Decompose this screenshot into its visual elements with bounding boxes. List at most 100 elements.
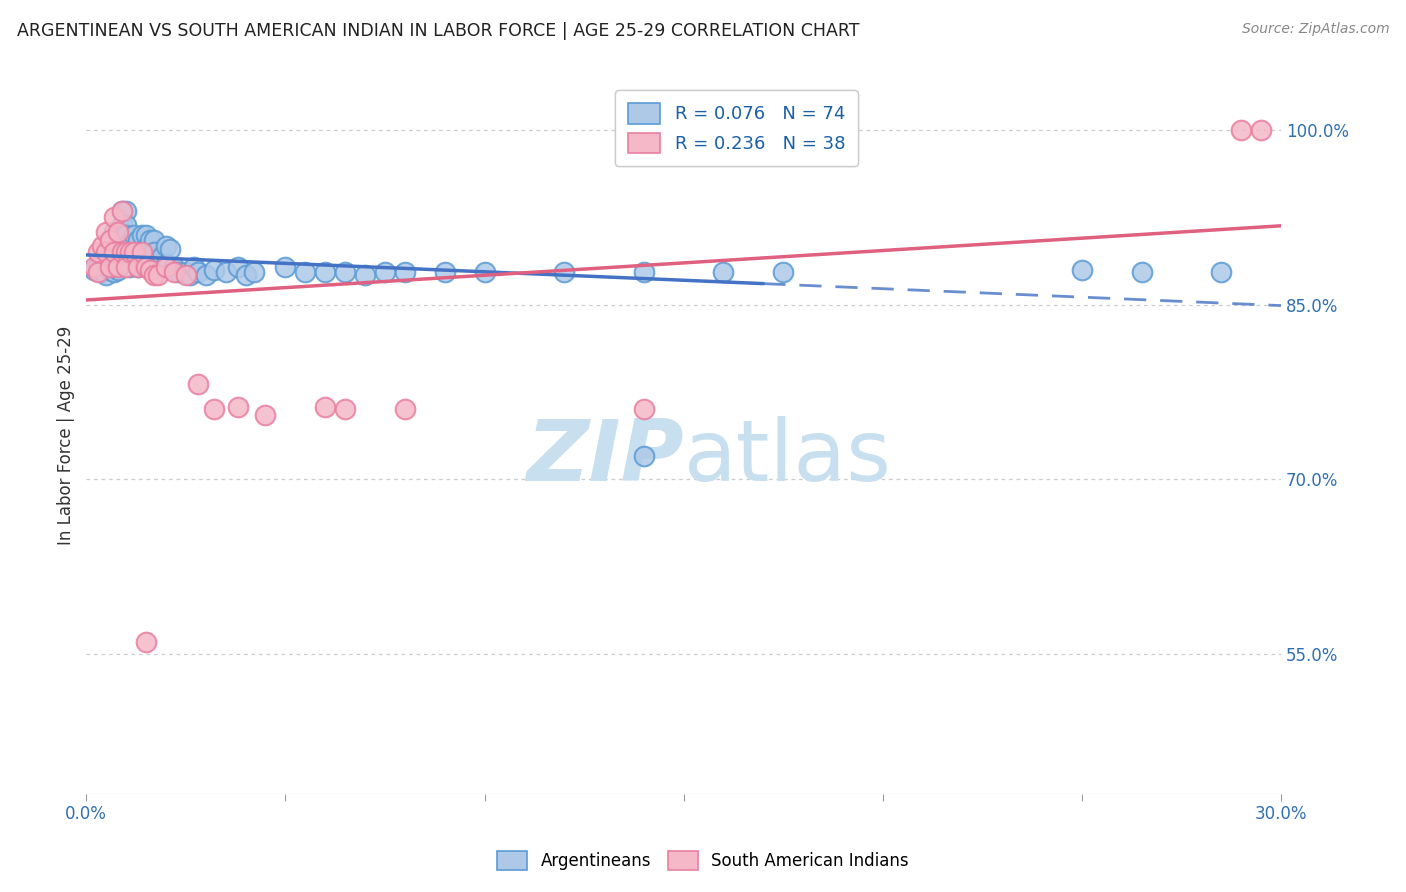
Point: [87, 260, 110, 275]
Point: [115, 239, 138, 253]
Point: [226, 260, 249, 275]
Point: [115, 245, 138, 260]
Point: [127, 245, 149, 260]
Point: [294, 265, 316, 279]
Point: [167, 265, 190, 279]
Point: [107, 262, 129, 277]
Point: [1230, 123, 1253, 137]
Point: [146, 257, 169, 271]
Point: [111, 204, 134, 219]
Point: [354, 268, 377, 283]
Point: [474, 265, 496, 279]
Point: [314, 400, 336, 414]
Point: [1070, 262, 1092, 277]
Point: [179, 268, 201, 283]
Point: [111, 204, 134, 219]
Point: [187, 265, 209, 279]
Point: [633, 449, 655, 463]
Point: [713, 265, 735, 279]
Point: [98, 234, 121, 248]
Point: [1211, 265, 1233, 279]
Point: [98, 260, 121, 275]
Point: [98, 262, 121, 277]
Point: [314, 265, 336, 279]
Point: [83, 262, 105, 277]
Point: [91, 257, 114, 271]
Point: [143, 234, 166, 248]
Text: atlas: atlas: [683, 416, 891, 499]
Point: [226, 400, 249, 414]
Point: [87, 245, 110, 260]
Point: [163, 265, 186, 279]
Point: [135, 260, 157, 275]
Point: [143, 245, 166, 260]
Legend: Argentineans, South American Indians: Argentineans, South American Indians: [491, 844, 915, 877]
Point: [96, 260, 118, 275]
Point: [131, 245, 153, 260]
Point: [96, 251, 118, 265]
Y-axis label: In Labor Force | Age 25-29: In Labor Force | Age 25-29: [58, 326, 75, 545]
Point: [131, 227, 153, 242]
Point: [120, 260, 142, 275]
Point: [374, 265, 396, 279]
Point: [274, 260, 297, 275]
Point: [83, 260, 105, 275]
Point: [163, 260, 186, 275]
Point: [139, 262, 162, 277]
Point: [772, 265, 794, 279]
Point: [120, 245, 142, 260]
Point: [150, 249, 173, 263]
Point: [98, 245, 121, 260]
Point: [155, 260, 177, 275]
Point: [143, 268, 166, 283]
Point: [111, 257, 134, 271]
Point: [242, 265, 264, 279]
Point: [122, 245, 145, 260]
Point: [135, 635, 157, 649]
Point: [135, 260, 157, 275]
Point: [131, 245, 153, 260]
Point: [139, 234, 162, 248]
Point: [333, 265, 356, 279]
Point: [174, 268, 197, 283]
Point: [155, 257, 177, 271]
Point: [96, 245, 118, 260]
Text: ARGENTINEAN VS SOUTH AMERICAN INDIAN IN LABOR FORCE | AGE 25-29 CORRELATION CHAR: ARGENTINEAN VS SOUTH AMERICAN INDIAN IN …: [17, 22, 859, 40]
Point: [202, 402, 225, 417]
Point: [107, 225, 129, 239]
Point: [103, 245, 125, 260]
Point: [1250, 123, 1272, 137]
Point: [115, 204, 138, 219]
Point: [174, 265, 197, 279]
Point: [394, 265, 416, 279]
Point: [135, 242, 157, 256]
Point: [96, 225, 118, 239]
Point: [127, 234, 149, 248]
Point: [254, 408, 277, 422]
Point: [111, 219, 134, 233]
Point: [107, 239, 129, 253]
Point: [111, 245, 134, 260]
Point: [135, 227, 157, 242]
Point: [187, 376, 209, 391]
Point: [87, 265, 110, 279]
Point: [202, 262, 225, 277]
Point: [394, 402, 416, 417]
Legend: R = 0.076   N = 74, R = 0.236   N = 38: R = 0.076 N = 74, R = 0.236 N = 38: [614, 90, 858, 166]
Point: [120, 245, 142, 260]
Point: [146, 268, 169, 283]
Text: Source: ZipAtlas.com: Source: ZipAtlas.com: [1241, 22, 1389, 37]
Point: [155, 239, 177, 253]
Text: ZIP: ZIP: [526, 416, 683, 499]
Point: [333, 402, 356, 417]
Point: [115, 260, 138, 275]
Point: [215, 265, 238, 279]
Point: [91, 265, 114, 279]
Point: [553, 265, 575, 279]
Point: [633, 265, 655, 279]
Point: [96, 268, 118, 283]
Point: [115, 219, 138, 233]
Point: [1130, 265, 1153, 279]
Point: [127, 260, 149, 275]
Point: [107, 253, 129, 268]
